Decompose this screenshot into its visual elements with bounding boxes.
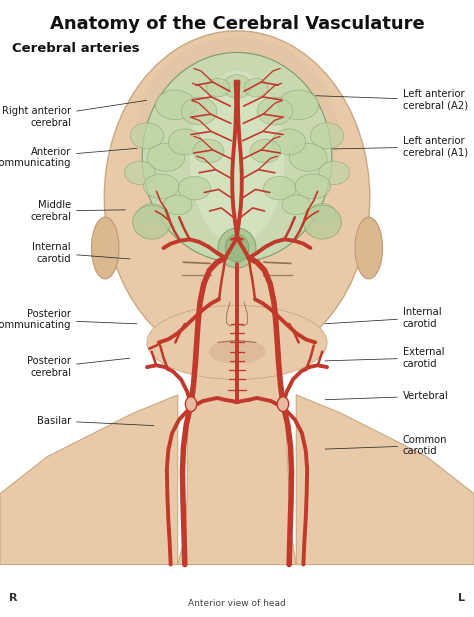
- Polygon shape: [296, 395, 474, 565]
- Ellipse shape: [143, 174, 179, 199]
- Circle shape: [277, 397, 289, 412]
- Text: Common
carotid: Common carotid: [325, 434, 447, 457]
- Ellipse shape: [319, 161, 349, 184]
- Ellipse shape: [190, 71, 284, 244]
- Text: Vertebral: Vertebral: [325, 391, 449, 401]
- Text: Left anterior
cerebral (A1): Left anterior cerebral (A1): [316, 136, 468, 158]
- Ellipse shape: [303, 205, 341, 239]
- Text: L: L: [458, 594, 465, 603]
- Text: Posterior
communicating: Posterior communicating: [0, 308, 137, 331]
- Ellipse shape: [193, 139, 224, 163]
- Circle shape: [185, 397, 197, 412]
- Text: Anterior
communicating: Anterior communicating: [0, 146, 137, 168]
- Ellipse shape: [181, 97, 217, 125]
- Ellipse shape: [130, 123, 164, 149]
- Ellipse shape: [295, 174, 331, 199]
- Ellipse shape: [104, 31, 370, 364]
- Ellipse shape: [273, 129, 306, 155]
- Text: Posterior
cerebral: Posterior cerebral: [27, 356, 130, 378]
- Ellipse shape: [250, 139, 281, 163]
- Text: Basilar: Basilar: [37, 416, 154, 426]
- Ellipse shape: [91, 217, 119, 279]
- Text: Internal
carotid: Internal carotid: [33, 242, 130, 264]
- Ellipse shape: [264, 176, 296, 200]
- Ellipse shape: [225, 234, 249, 262]
- Ellipse shape: [309, 204, 336, 222]
- Ellipse shape: [282, 195, 310, 215]
- Ellipse shape: [147, 144, 185, 171]
- Text: Left anterior
cerebral (A2): Left anterior cerebral (A2): [316, 89, 468, 111]
- Text: Cerebral arteries: Cerebral arteries: [12, 42, 139, 55]
- Text: Anterior view of head: Anterior view of head: [188, 598, 286, 608]
- Ellipse shape: [142, 52, 332, 262]
- Ellipse shape: [124, 161, 155, 184]
- Ellipse shape: [164, 195, 192, 215]
- Ellipse shape: [133, 205, 171, 239]
- Ellipse shape: [289, 144, 327, 171]
- Ellipse shape: [310, 123, 344, 149]
- Polygon shape: [178, 352, 296, 565]
- Ellipse shape: [135, 37, 339, 234]
- Ellipse shape: [138, 204, 165, 222]
- Ellipse shape: [218, 228, 256, 268]
- Ellipse shape: [168, 129, 201, 155]
- Text: Middle
cerebral: Middle cerebral: [30, 200, 125, 222]
- Ellipse shape: [257, 97, 292, 125]
- Ellipse shape: [178, 176, 210, 200]
- Text: Right anterior
cerebral: Right anterior cerebral: [2, 101, 146, 128]
- Ellipse shape: [244, 78, 268, 97]
- Text: Anatomy of the Cerebral Vasculature: Anatomy of the Cerebral Vasculature: [50, 15, 424, 33]
- Text: R: R: [9, 594, 17, 603]
- Text: External
carotid: External carotid: [325, 347, 445, 369]
- Ellipse shape: [223, 75, 251, 98]
- Ellipse shape: [147, 305, 327, 379]
- Ellipse shape: [155, 90, 195, 120]
- Ellipse shape: [209, 339, 265, 364]
- Ellipse shape: [206, 78, 230, 97]
- Polygon shape: [0, 395, 178, 565]
- Ellipse shape: [355, 217, 383, 279]
- Ellipse shape: [279, 90, 319, 120]
- Text: Internal
carotid: Internal carotid: [325, 307, 441, 329]
